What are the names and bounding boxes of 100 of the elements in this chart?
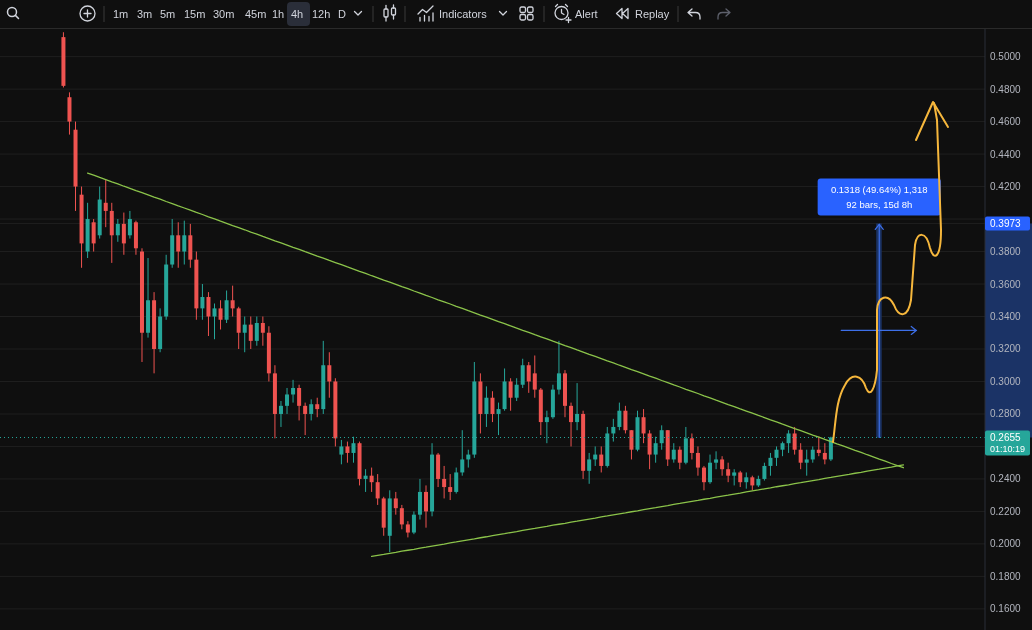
candlestick — [532, 354, 537, 399]
y-tick-label: 0.2000 — [990, 538, 1022, 550]
text: 1m — [113, 7, 129, 20]
ref-line-label: 0.2655 — [990, 432, 1022, 444]
candlestick — [115, 218, 120, 243]
candlestick — [399, 504, 404, 530]
candlestick — [393, 491, 398, 516]
candlestick — [411, 510, 416, 535]
y-tick-label: 0.2200 — [990, 505, 1022, 517]
y-tick-label: 0.2800 — [990, 408, 1022, 420]
candlestick — [369, 467, 374, 493]
candlestick — [218, 299, 223, 330]
candlestick — [587, 452, 592, 485]
candlestick — [569, 402, 574, 447]
candlestick — [176, 221, 181, 269]
text: 5m — [160, 7, 176, 20]
y-tick-label: 0.3973 — [990, 217, 1022, 229]
y-tick-label: 0.3600 — [990, 278, 1022, 290]
candlestick — [303, 402, 308, 436]
text: Indicators — [439, 7, 488, 20]
text: 12h — [312, 7, 331, 20]
y-tick-label: 0.4800 — [990, 83, 1022, 95]
candlestick — [230, 285, 235, 318]
text: 4h — [291, 7, 304, 20]
y-tick-label: 0.3000 — [990, 375, 1022, 387]
candlestick — [726, 462, 731, 483]
candlestick — [641, 408, 646, 444]
candlestick — [254, 316, 259, 347]
candlestick — [774, 445, 779, 467]
candlestick — [375, 473, 380, 506]
candlestick — [248, 316, 253, 350]
y-tick-label: 0.4200 — [990, 181, 1022, 193]
candlestick — [508, 377, 513, 412]
candlestick — [345, 441, 350, 464]
candlestick — [671, 442, 676, 464]
candlestick — [647, 429, 652, 470]
candlestick — [689, 432, 694, 460]
data-label: 0.1318 (49.64%) 1,318 — [830, 184, 928, 196]
candlestick — [182, 220, 187, 266]
candlestick — [490, 390, 495, 423]
candlestick — [720, 455, 725, 477]
candlestick — [514, 377, 519, 402]
candlestick — [442, 465, 447, 499]
candlestick — [695, 445, 700, 477]
candlestick — [363, 468, 368, 493]
candlestick — [768, 452, 773, 477]
annotation: 92 bars, 15d 8h — [846, 198, 913, 210]
y-tick-label: 0.5000 — [990, 51, 1022, 63]
candlestick — [297, 384, 302, 421]
candlestick — [103, 179, 108, 228]
candlestick — [677, 445, 682, 470]
y-tick-label: 0.3800 — [990, 246, 1022, 258]
candlestick — [285, 387, 290, 415]
text: 30m — [213, 7, 235, 20]
candlestick — [701, 465, 706, 491]
candlestick — [200, 283, 205, 321]
candlestick — [91, 218, 96, 253]
candlestick — [792, 426, 797, 456]
candlestick — [424, 484, 429, 529]
candlestick — [454, 467, 459, 495]
candlestick — [278, 400, 283, 428]
candlestick — [242, 316, 247, 353]
text: 01:10:19 — [990, 444, 1026, 455]
candlestick — [496, 402, 501, 436]
candlestick — [484, 385, 489, 428]
y-tick-label: 0.1600 — [990, 603, 1022, 615]
candlestick — [798, 442, 803, 470]
candlestick — [224, 290, 229, 324]
text: 3m — [137, 7, 153, 20]
candlestick — [260, 316, 265, 347]
candlestick — [599, 445, 604, 473]
text: 45m — [245, 7, 267, 20]
candlestick — [804, 449, 809, 477]
candlestick — [575, 382, 580, 431]
y-tick-label: 0.4400 — [990, 148, 1022, 160]
text: Alert — [575, 7, 598, 20]
text: Replay — [635, 7, 670, 20]
candlestick — [520, 358, 525, 389]
candlestick — [629, 429, 634, 460]
y-tick-label: 0.3400 — [990, 311, 1022, 323]
text: 1h — [272, 7, 285, 20]
candlestick — [822, 442, 827, 465]
candlestick — [121, 212, 126, 256]
candlestick — [526, 361, 531, 394]
candlestick — [212, 303, 217, 340]
candlestick — [617, 402, 622, 431]
candlestick — [714, 450, 719, 470]
candlestick — [315, 397, 320, 418]
candlestick — [339, 439, 344, 465]
candlestick — [291, 379, 296, 404]
candlestick — [309, 398, 314, 421]
y-tick-label: 0.2400 — [990, 473, 1022, 485]
candlestick — [327, 351, 332, 399]
candlestick — [127, 210, 132, 240]
candlestick — [623, 405, 628, 434]
y-tick-label: 0.4600 — [990, 116, 1022, 128]
candlestick — [556, 340, 561, 395]
candlestick — [448, 473, 453, 501]
candlestick — [816, 436, 821, 457]
candlestick — [206, 291, 211, 337]
